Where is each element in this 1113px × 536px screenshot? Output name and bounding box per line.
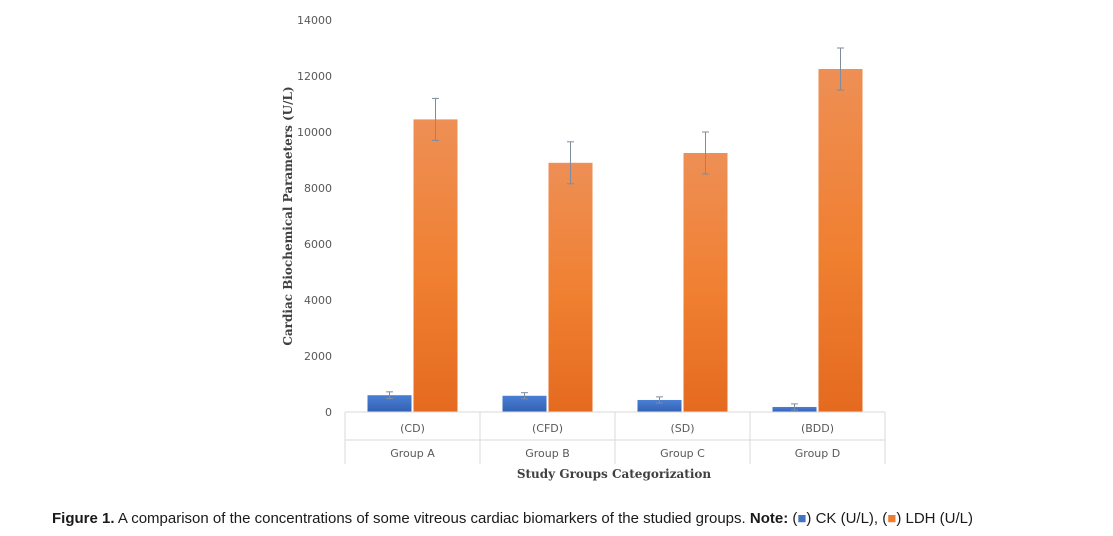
ldh-legend-swatch: ■ [887,510,897,527]
x-category-code-label: (SD) [670,422,694,435]
x-category-code-label: (CD) [400,422,425,435]
note-label: Note: [749,510,789,527]
y-tick-label: 4000 [304,294,332,307]
ck-prefix: ( [788,510,798,527]
ck-error-bar [791,403,798,411]
ldh-error-bar [432,97,439,141]
figure-caption: Figure 1. A comparison of the concentrat… [52,510,1112,527]
ck-error-bar [521,392,528,400]
x-category-group-label: Group C [660,447,705,460]
y-tick-label: 8000 [304,182,332,195]
x-category-group-label: Group D [795,447,840,460]
ck-bar [637,399,682,412]
y-tick-label: 12000 [297,70,332,83]
x-category-group-label: Group A [390,447,435,460]
ldh-legend-text: ) LDH (U/L) [896,510,973,527]
ck-bar [502,395,547,412]
ck-legend-swatch: ■ [797,510,807,527]
ldh-error-bar [837,47,844,91]
y-tick-label: 6000 [304,238,332,251]
bar-chart: 0 2000 4000 6000 8000 10000 12000 14000 (CD) Gro… [281,14,886,481]
ldh-error-bar [567,141,574,185]
ck-legend-text: ) CK (U/L), ( [806,510,888,527]
caption-text: A comparison of the concentrations of so… [114,510,750,527]
y-tick-label: 10000 [297,126,332,139]
y-tick-label: 2000 [304,350,332,363]
y-tick-label: 14000 [297,14,332,27]
ldh-bar [413,119,458,413]
ck-error-bar [386,391,393,400]
y-axis-title: Cardiac Biochemical Parameters (U/L) [281,86,295,345]
x-category-group-label: Group B [525,447,570,460]
ck-error-bar [656,396,663,404]
ldh-bar [683,153,728,412]
x-axis-title: Study Groups Categorization [517,467,712,481]
figure-label: Figure 1. [52,510,115,527]
ck-bar [367,395,412,412]
y-tick-label: 0 [325,406,332,419]
x-category-code-label: (BDD) [801,422,834,435]
x-category-code-label: (CFD) [532,422,563,435]
ldh-error-bar [702,131,709,175]
ldh-bar [548,162,593,412]
ldh-bar [818,69,863,412]
